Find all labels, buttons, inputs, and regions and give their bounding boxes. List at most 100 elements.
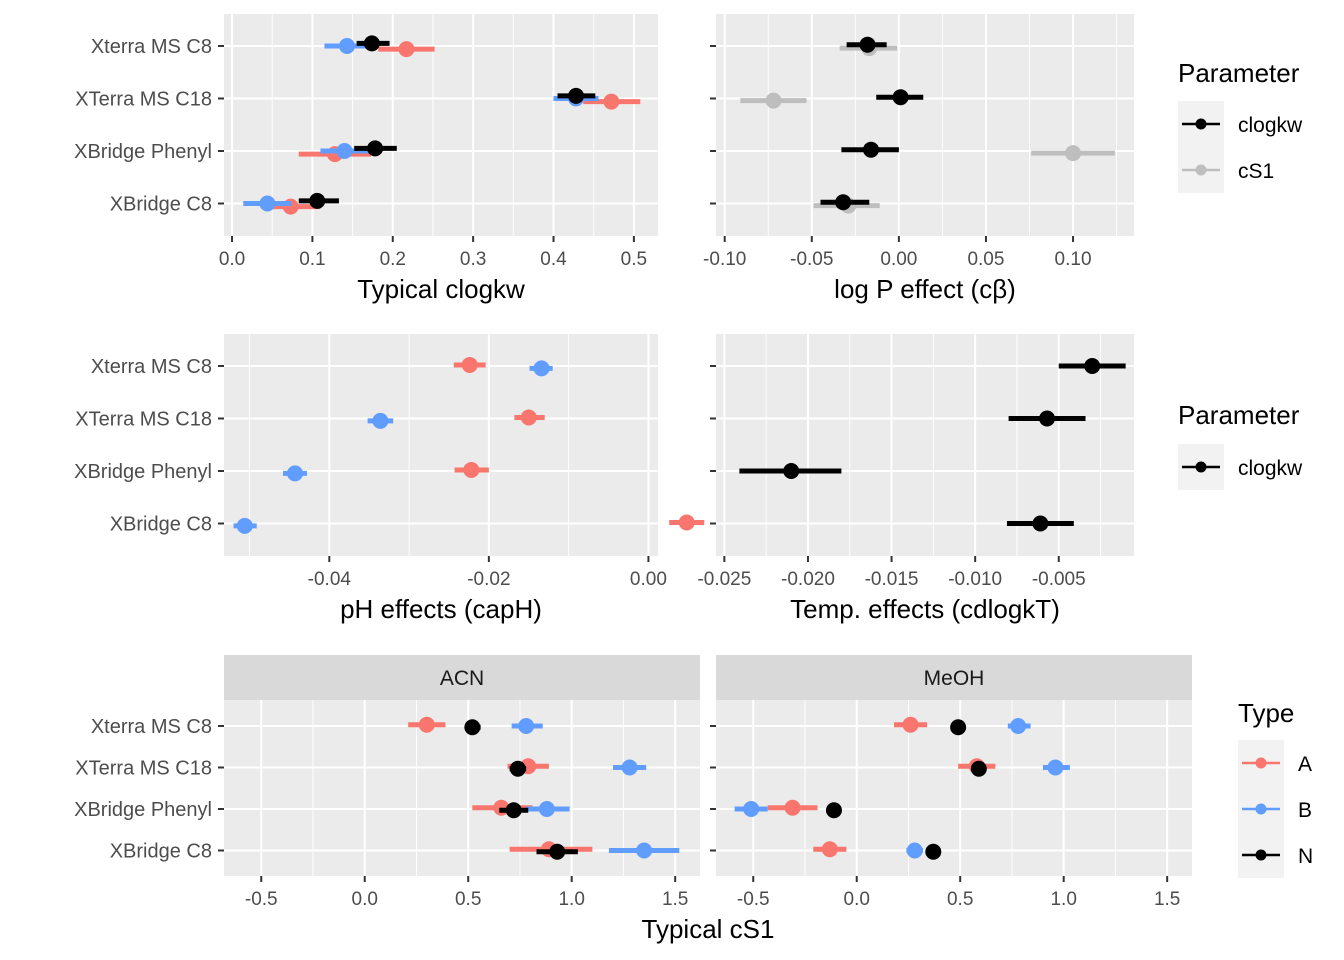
x-tick-label: -0.5 bbox=[737, 889, 770, 910]
legend-key-point bbox=[1195, 164, 1207, 176]
legend-key-point bbox=[1255, 757, 1267, 769]
x-axis-title: Typical clogkw bbox=[357, 274, 525, 304]
x-axis-title: Typical cS1 bbox=[642, 914, 775, 944]
x-tick-label: 0.4 bbox=[540, 249, 567, 270]
point-b-xbridge-c8 bbox=[906, 842, 923, 859]
x-tick-label: 1.0 bbox=[1050, 889, 1076, 910]
panel-background bbox=[716, 334, 1134, 556]
legend-label: B bbox=[1298, 799, 1312, 822]
point-b-xterra-ms-c18 bbox=[1047, 759, 1064, 776]
y-tick-label: XBridge C8 bbox=[110, 514, 212, 536]
point-n-xbridge-phenyl bbox=[505, 802, 522, 819]
y-tick-label: XBridge Phenyl bbox=[74, 461, 212, 483]
leg-parameter-1: Parameter clogkw cS1 bbox=[1178, 58, 1303, 193]
point-clogkw-xbridge-c8 bbox=[835, 194, 852, 211]
facet-strip-acn bbox=[224, 655, 700, 700]
y-tick-label: XTerra MS C18 bbox=[75, 89, 212, 111]
x-tick-label: -0.5 bbox=[245, 889, 278, 910]
x-tick-label: 0.0 bbox=[352, 889, 378, 910]
point-n-xbridge-c8 bbox=[549, 843, 566, 860]
x-tick-label: 1.5 bbox=[1154, 889, 1180, 910]
point-clogkw-xterra-ms-c18 bbox=[1039, 410, 1056, 427]
x-tick-label: 0.00 bbox=[880, 249, 917, 270]
x-axis-title: log P effect (cβ) bbox=[834, 274, 1016, 304]
y-tick-label: XBridge Phenyl bbox=[74, 799, 212, 821]
leg-type: Type ABN bbox=[1238, 698, 1313, 878]
point-n-xbridge-phenyl bbox=[825, 802, 842, 819]
point-b-xterra-ms-c18 bbox=[372, 412, 389, 429]
point-n-xterra-ms-c8 bbox=[950, 719, 967, 736]
legend-key-point bbox=[1195, 461, 1207, 473]
point-n-xterra-ms-c8 bbox=[464, 719, 481, 736]
panel-0: Xterra MS C8 XTerra MS C18 XBridge Phenyl X… bbox=[74, 14, 658, 270]
leg-parameter-2: Parameter clogkw bbox=[1178, 400, 1303, 490]
point-a-xbridge-phenyl bbox=[463, 461, 480, 478]
point-a-xterra-ms-c8 bbox=[902, 716, 919, 733]
point-clogkw-xterra-ms-c18 bbox=[892, 89, 909, 106]
x-tick-label: 0.0 bbox=[844, 889, 870, 910]
x-tick-label: 0.10 bbox=[1055, 249, 1092, 270]
x-tick-label: 0.00 bbox=[630, 569, 667, 590]
point-n-xterra-ms-c18 bbox=[970, 760, 987, 777]
x-tick-label: 0.5 bbox=[455, 889, 481, 910]
x-tick-label: 1.5 bbox=[662, 889, 688, 910]
point-n-xbridge-phenyl bbox=[367, 140, 384, 157]
facet-strip-label: ACN bbox=[440, 667, 484, 690]
legend-key-point bbox=[1195, 118, 1207, 130]
point-a-xbridge-phenyl bbox=[784, 799, 801, 816]
legend-label: A bbox=[1298, 753, 1312, 776]
y-tick-label: XTerra MS C18 bbox=[75, 409, 212, 431]
x-tick-label: -0.020 bbox=[781, 569, 835, 590]
y-tick-label: XBridge C8 bbox=[110, 841, 212, 863]
facet-strip-meoh bbox=[716, 655, 1192, 700]
point-b-xterra-ms-c18 bbox=[621, 759, 638, 776]
point-cs1-xterra-ms-c18 bbox=[765, 92, 782, 109]
x-tick-label: 0.5 bbox=[621, 249, 647, 270]
point-clogkw-xbridge-phenyl bbox=[783, 463, 800, 479]
point-cs1-xbridge-phenyl bbox=[1065, 145, 1082, 162]
panel-1: -0.10 -0.05 0.00 0.05 0.10 bbox=[703, 14, 1134, 270]
point-a-xbridge-c8 bbox=[678, 514, 695, 531]
point-a-xterra-ms-c8 bbox=[461, 356, 478, 373]
x-tick-label: -0.02 bbox=[467, 569, 510, 590]
x-tick-label: -0.04 bbox=[308, 569, 352, 590]
point-b-xterra-ms-c8 bbox=[1010, 718, 1027, 734]
point-b-xbridge-c8 bbox=[236, 517, 253, 534]
point-b-xbridge-c8 bbox=[636, 842, 653, 859]
point-b-xbridge-c8 bbox=[259, 195, 276, 212]
point-n-xbridge-c8 bbox=[309, 192, 326, 209]
point-n-xterra-ms-c18 bbox=[568, 87, 585, 104]
point-a-xterra-ms-c8 bbox=[398, 41, 415, 58]
legend-label: cS1 bbox=[1238, 160, 1274, 183]
panel-2: Xterra MS C8 XTerra MS C18 XBridge Phenyl X… bbox=[74, 334, 705, 590]
x-tick-label: -0.025 bbox=[697, 569, 751, 590]
legend-title: Parameter bbox=[1178, 58, 1300, 88]
panel-4-acn: Xterra MS C8 XTerra MS C18 XBridge Phenyl X… bbox=[74, 700, 700, 910]
x-tick-label: 1.0 bbox=[558, 889, 584, 910]
legend-key-point bbox=[1255, 849, 1267, 861]
y-tick-label: XBridge C8 bbox=[110, 194, 212, 216]
panel-background bbox=[716, 14, 1134, 236]
point-n-xbridge-c8 bbox=[925, 843, 942, 860]
panel-3: -0.025 -0.020 -0.015 -0.010 -0.005 bbox=[697, 334, 1134, 590]
legend-label: clogkw bbox=[1238, 114, 1303, 137]
panel-background bbox=[224, 334, 658, 556]
legend-label: clogkw bbox=[1238, 457, 1303, 480]
point-a-xterra-ms-c8 bbox=[418, 716, 435, 733]
x-tick-label: 0.1 bbox=[299, 249, 325, 270]
x-tick-label: 0.3 bbox=[460, 249, 486, 270]
y-tick-label: Xterra MS C8 bbox=[91, 36, 212, 58]
x-tick-label: 0.05 bbox=[967, 249, 1004, 270]
legend-key-point bbox=[1255, 803, 1267, 815]
point-n-xterra-ms-c18 bbox=[509, 760, 526, 777]
x-tick-label: -0.05 bbox=[790, 249, 833, 270]
legend-title: Type bbox=[1238, 698, 1294, 728]
legend-label: N bbox=[1298, 845, 1313, 868]
point-b-xterra-ms-c8 bbox=[518, 718, 535, 734]
y-tick-label: XBridge Phenyl bbox=[74, 141, 212, 163]
x-tick-label: 0.2 bbox=[380, 249, 406, 270]
point-n-xterra-ms-c8 bbox=[363, 35, 380, 52]
x-tick-label: -0.10 bbox=[703, 249, 746, 270]
panel-background bbox=[224, 700, 700, 876]
point-clogkw-xterra-ms-c8 bbox=[1084, 358, 1101, 374]
